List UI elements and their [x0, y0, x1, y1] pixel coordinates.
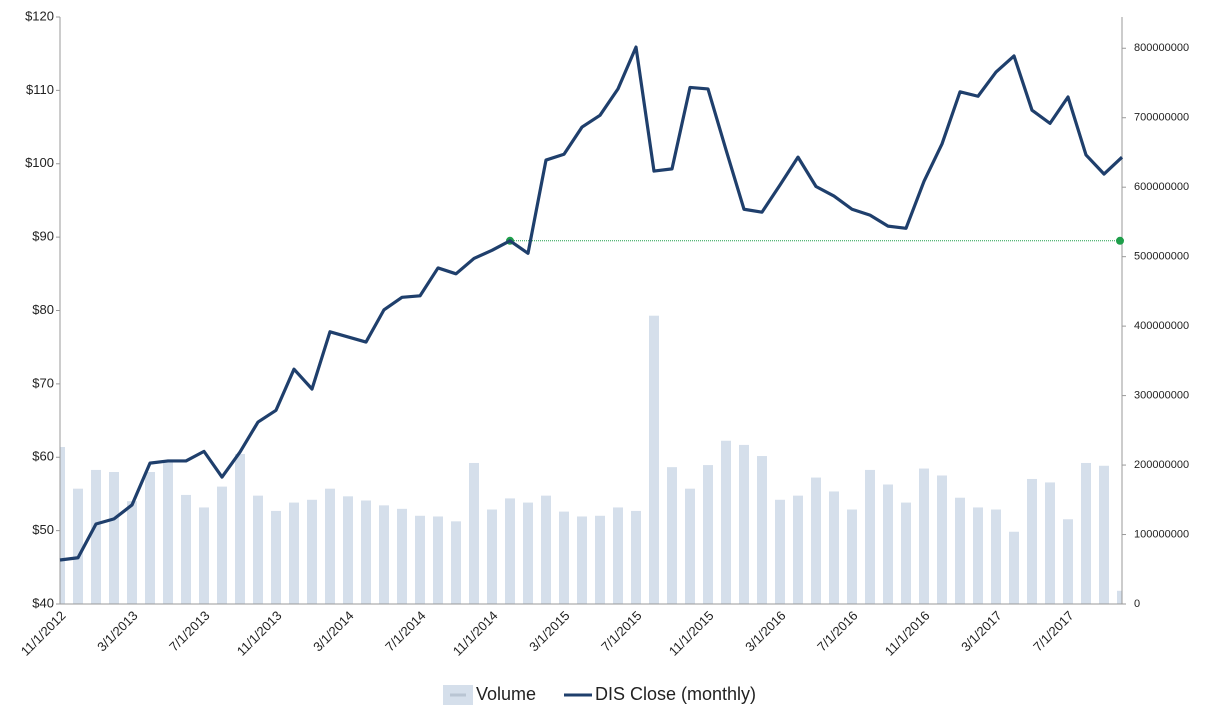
y-tick-label: $120 [25, 8, 54, 23]
y-tick-label: $60 [32, 449, 54, 464]
bar [847, 509, 857, 604]
y2-tick-label: 700000000 [1134, 112, 1189, 124]
bar [469, 462, 479, 604]
bar [613, 507, 623, 604]
bar [865, 469, 875, 604]
bar [397, 508, 407, 604]
bar [739, 444, 749, 604]
bar [361, 500, 371, 604]
x-tick-label: 7/1/2013 [166, 608, 212, 654]
bar [325, 488, 335, 604]
bar [1081, 462, 1091, 604]
y-tick-label: $80 [32, 302, 54, 317]
bar [757, 456, 767, 604]
y2-tick-label: 500000000 [1134, 251, 1189, 263]
bar [127, 501, 137, 604]
y2-tick-label: 400000000 [1134, 320, 1189, 332]
bar [937, 475, 947, 604]
bar [991, 509, 1001, 604]
bar [145, 472, 155, 604]
bar [1009, 531, 1019, 604]
bar [271, 510, 281, 604]
bar [973, 507, 983, 604]
x-tick-label: 11/1/2015 [666, 608, 717, 659]
bar [379, 505, 389, 604]
bar [73, 488, 83, 604]
bar [109, 472, 119, 604]
bar [523, 502, 533, 604]
bar [217, 486, 227, 604]
x-tick-label: 7/1/2015 [598, 608, 644, 654]
x-tick-label: 3/1/2015 [526, 608, 572, 654]
bar [487, 509, 497, 604]
bar [235, 453, 245, 604]
x-tick-label: 11/1/2013 [234, 608, 285, 659]
x-tick-label: 3/1/2013 [94, 608, 140, 654]
bar [829, 491, 839, 604]
bar [811, 477, 821, 604]
bar [433, 516, 443, 604]
y2-tick-label: 200000000 [1134, 459, 1189, 471]
y2-tick-label: 0 [1134, 598, 1140, 610]
bar [793, 495, 803, 604]
bar [253, 495, 263, 604]
bar [181, 494, 191, 604]
x-tick-label: 11/1/2012 [18, 608, 69, 659]
bar [1045, 482, 1055, 604]
bar [343, 496, 353, 604]
bar [451, 521, 461, 604]
bar [415, 515, 425, 604]
bar [307, 499, 317, 604]
bar [1099, 465, 1109, 604]
bar [163, 460, 173, 604]
x-tick-label: 3/1/2014 [310, 608, 356, 654]
bar [541, 495, 551, 604]
x-tick-label: 7/1/2017 [1030, 608, 1076, 654]
bar [1117, 590, 1122, 604]
bar [955, 497, 965, 604]
bar [883, 484, 893, 604]
bar [649, 315, 659, 604]
bar [199, 507, 209, 604]
bar [631, 510, 641, 604]
bar [91, 469, 101, 604]
bar [919, 468, 929, 604]
bar [775, 499, 785, 604]
bar [595, 515, 605, 604]
bar [559, 511, 569, 604]
bar [721, 440, 731, 604]
y-tick-label: $50 [32, 522, 54, 537]
legend-label: DIS Close (monthly) [595, 684, 756, 704]
y2-tick-label: 800000000 [1134, 42, 1189, 54]
bar [685, 488, 695, 604]
y-tick-label: $70 [32, 375, 54, 390]
legend-label: Volume [476, 684, 536, 704]
bar [1063, 519, 1073, 604]
y-tick-label: $110 [26, 82, 54, 97]
bar [289, 502, 299, 604]
x-tick-label: 3/1/2016 [742, 608, 788, 654]
x-tick-label: 11/1/2014 [450, 608, 501, 659]
x-tick-label: 7/1/2014 [382, 608, 428, 654]
x-tick-label: 3/1/2017 [958, 608, 1004, 654]
x-tick-label: 11/1/2016 [882, 608, 933, 659]
bar [505, 498, 515, 604]
reference-dot [1116, 236, 1124, 245]
line [59, 45, 1124, 562]
bar [60, 447, 65, 604]
bar [703, 465, 713, 604]
y-tick-label: $90 [32, 229, 54, 244]
y2-tick-label: 300000000 [1134, 390, 1189, 402]
y2-tick-label: 600000000 [1134, 181, 1189, 193]
y-tick-label: $100 [25, 155, 54, 170]
bar [577, 516, 587, 604]
bar [667, 467, 677, 604]
bar [1027, 478, 1037, 604]
y-tick-label: $40 [32, 595, 54, 610]
x-tick-label: 7/1/2016 [814, 608, 860, 654]
bar [901, 502, 911, 604]
y2-tick-label: 100000000 [1134, 528, 1189, 540]
